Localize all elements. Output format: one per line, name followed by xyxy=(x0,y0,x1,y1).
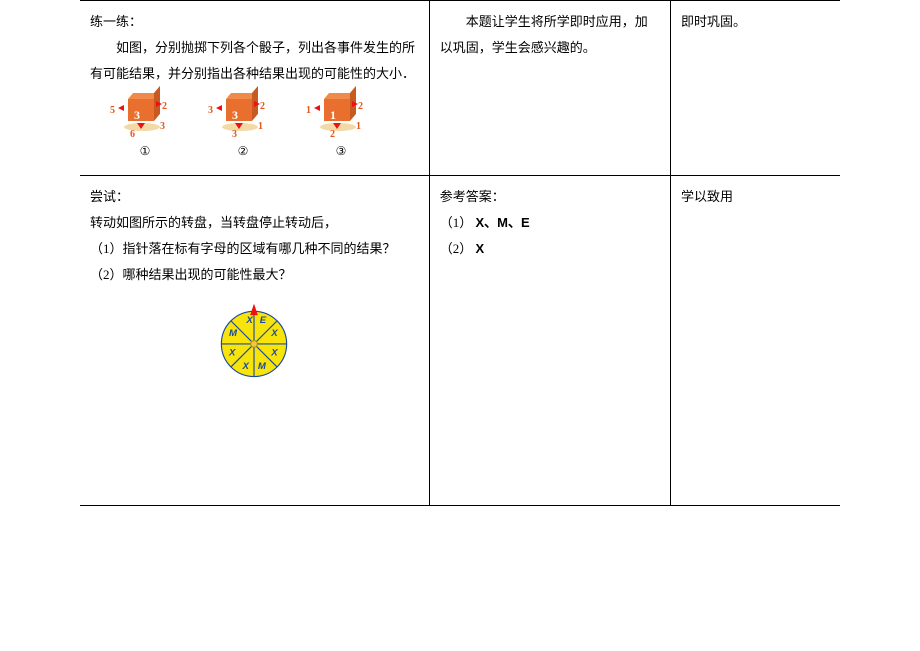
die-3: 1 1 2 1 2 ③ xyxy=(306,95,376,163)
arrow-icon xyxy=(137,123,145,129)
die-label: ③ xyxy=(336,139,347,163)
die-side: 3 xyxy=(160,117,165,137)
seg-label: X xyxy=(228,347,236,358)
table-row: 尝试： 转动如图所示的转盘，当转盘停止转动后， （1）指针落在标有字母的区域有哪… xyxy=(80,176,840,506)
ans1-label: （1） xyxy=(440,215,473,230)
pointer-icon xyxy=(251,304,259,316)
try-line2: （1）指针落在标有字母的区域有哪几种不同的结果？ xyxy=(90,236,419,262)
die-side: 1 xyxy=(306,101,311,121)
answer-title: 参考答案： xyxy=(440,184,660,210)
cell-r1c2: 本题让学生将所学即时应用，加以巩固，学生会感兴趣的。 xyxy=(429,1,670,176)
cell-r2c1: 尝试： 转动如图所示的转盘，当转盘停止转动后， （1）指针落在标有字母的区域有哪… xyxy=(80,176,429,506)
try-line3: （2）哪种结果出现的可能性最大？ xyxy=(90,262,419,288)
try-title: 尝试： xyxy=(90,184,419,210)
ans1-value: X、M、E xyxy=(475,215,529,230)
arrow-icon xyxy=(118,105,124,111)
answer-1: （1） X、M、E xyxy=(440,210,660,236)
dice-row: 3 5 2 3 6 ① xyxy=(110,95,419,163)
die-label: ① xyxy=(140,139,151,163)
seg-label: M xyxy=(229,328,238,339)
arrow-icon xyxy=(333,123,341,129)
spinner-center xyxy=(251,341,258,348)
r1c3-text: 即时巩固。 xyxy=(681,9,830,35)
arrow-icon xyxy=(314,105,320,111)
page: 练一练： 如图，分别抛掷下列各个骰子，列出各事件发生的所有可能结果，并分别指出各… xyxy=(0,0,920,506)
r1c2-text: 本题让学生将所学即时应用，加以巩固，学生会感兴趣的。 xyxy=(440,9,660,61)
cell-r2c2: 参考答案： （1） X、M、E （2） X xyxy=(429,176,670,506)
die-1: 3 5 2 3 6 ① xyxy=(110,95,180,163)
seg-label: X xyxy=(242,361,250,372)
spinner-icon: X E X X M X X M xyxy=(206,294,302,390)
die-side: 2 xyxy=(358,97,363,117)
answer-2: （2） X xyxy=(440,236,660,262)
die-side: 3 xyxy=(208,101,213,121)
die-side: 2 xyxy=(260,97,265,117)
practice-body: 如图，分别抛掷下列各个骰子，列出各事件发生的所有可能结果，并分别指出各种结果出现… xyxy=(90,35,419,87)
die-side: 2 xyxy=(162,97,167,117)
arrow-icon xyxy=(352,101,358,107)
die-side: 5 xyxy=(110,101,115,121)
arrow-icon xyxy=(156,101,162,107)
spinner-wrap: X E X X M X X M xyxy=(90,294,419,390)
seg-label: M xyxy=(258,361,267,372)
arrow-icon xyxy=(235,123,243,129)
seg-label: X xyxy=(271,328,279,339)
die-label: ② xyxy=(238,139,249,163)
try-line1: 转动如图所示的转盘，当转盘停止转动后， xyxy=(90,210,419,236)
ans2-value: X xyxy=(475,241,484,256)
practice-title: 练一练： xyxy=(90,9,419,35)
ans2-label: （2） xyxy=(440,241,473,256)
seg-label: X xyxy=(271,347,279,358)
cell-r1c3: 即时巩固。 xyxy=(671,1,840,176)
die-2: 3 3 2 1 3 ② xyxy=(208,95,278,163)
die-side: 1 xyxy=(356,117,361,137)
seg-label: E xyxy=(260,315,267,326)
seg-label: X xyxy=(246,315,254,326)
lesson-table: 练一练： 如图，分别抛掷下列各个骰子，列出各事件发生的所有可能结果，并分别指出各… xyxy=(80,0,840,506)
die-side: 1 xyxy=(258,117,263,137)
arrow-icon xyxy=(216,105,222,111)
die-side: 6 xyxy=(130,125,135,145)
table-row: 练一练： 如图，分别抛掷下列各个骰子，列出各事件发生的所有可能结果，并分别指出各… xyxy=(80,1,840,176)
cell-r1c1: 练一练： 如图，分别抛掷下列各个骰子，列出各事件发生的所有可能结果，并分别指出各… xyxy=(80,1,429,176)
arrow-icon xyxy=(254,101,260,107)
r2c3-text: 学以致用 xyxy=(681,184,830,210)
cell-r2c3: 学以致用 xyxy=(671,176,840,506)
